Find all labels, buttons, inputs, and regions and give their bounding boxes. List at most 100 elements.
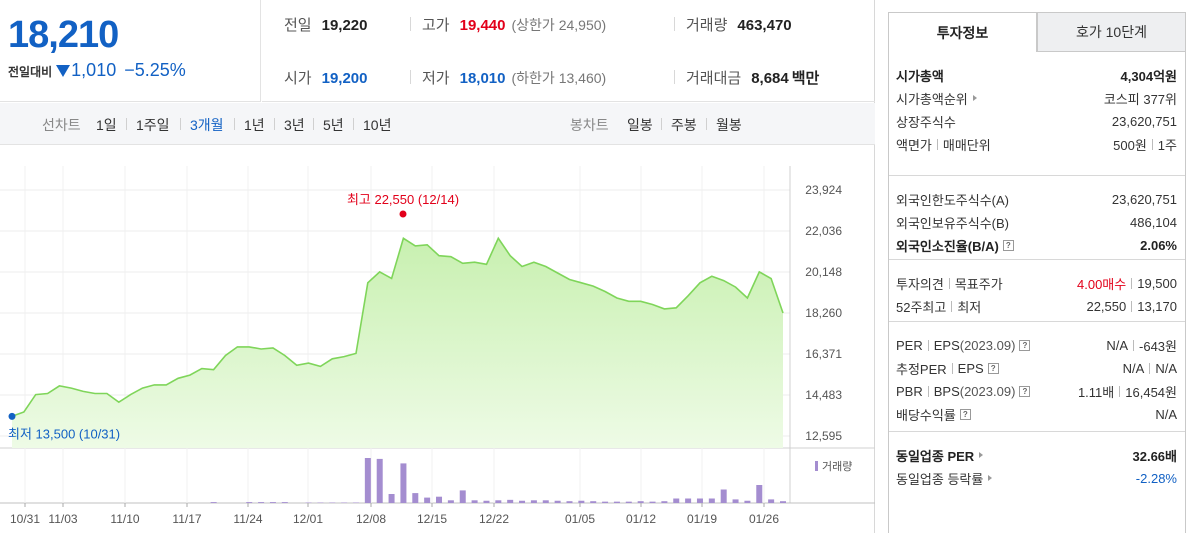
volume-bar	[649, 501, 656, 503]
row-sector-rate[interactable]: 동일업종 등락률 -2.28%	[896, 467, 1177, 489]
divider	[126, 118, 127, 130]
row-label: PER EPS (2023.09)?	[896, 337, 1031, 353]
divider	[1131, 277, 1133, 289]
x-tick-label: 01/19	[687, 512, 717, 526]
label-text: 투자의견	[896, 276, 944, 292]
value-text: 4.00매수	[1077, 276, 1127, 292]
section-sector: 동일업종 PER 32.66배 동일업종 등락률 -2.28%	[889, 432, 1185, 496]
invest-info-table: 시가총액 4,304억원 시가총액순위 코스피 377위 상장주식수 23,62…	[888, 52, 1186, 533]
divider	[706, 118, 707, 130]
value-text: N/A	[1106, 337, 1129, 353]
divider	[1133, 339, 1135, 351]
help-icon[interactable]: ?	[987, 362, 999, 374]
candle-daily[interactable]: 일봉	[627, 117, 653, 133]
row-52week: 52주최고 최저 22,550 13,170	[896, 295, 1177, 317]
period-3y[interactable]: 3년	[284, 117, 305, 133]
info-tabs: 투자정보 호가 10단계	[888, 12, 1186, 52]
label-text: 동일업종 PER	[896, 448, 975, 464]
volume-bar	[447, 500, 454, 503]
period-1y[interactable]: 1년	[244, 117, 265, 133]
section-opinion: 투자의견 목표주가 4.00매수 19,500 52주최고 최저 22,550 13,1…	[889, 260, 1185, 322]
help-icon[interactable]: ?	[1019, 385, 1031, 397]
help-icon[interactable]: ?	[959, 408, 971, 420]
divider	[353, 118, 354, 130]
divider	[234, 118, 235, 130]
label-text: EPS	[933, 337, 960, 353]
arrow-right-icon	[972, 95, 977, 101]
row-label: 동일업종 등락률	[896, 469, 993, 488]
row-foreign-ratio: 외국인소진율(B/A)? 2.06%	[896, 234, 1177, 256]
label-text: PBR	[896, 383, 923, 399]
volume-bar	[258, 502, 265, 503]
chart-panel: 18,210 전일대비 1,010 −5.25% 전일 19,220 고가 19…	[0, 0, 875, 533]
label-text: 액면가	[896, 137, 932, 153]
volume-bar	[376, 458, 383, 503]
volume-bar	[507, 499, 514, 503]
divider	[1149, 362, 1151, 374]
row-value: N/A	[1155, 406, 1177, 422]
volume-bar	[625, 501, 632, 503]
volume-bar	[269, 502, 276, 503]
help-icon[interactable]: ?	[1019, 339, 1031, 351]
price-line	[11, 236, 784, 418]
line-chart-label: 선차트	[42, 117, 81, 133]
value-text: 1주	[1157, 137, 1177, 153]
volume-bar	[673, 498, 680, 503]
divider	[180, 118, 181, 130]
volume-bar	[281, 502, 288, 503]
price-summary: 18,210 전일대비 1,010 −5.25%	[0, 0, 261, 102]
row-sector-per[interactable]: 동일업종 PER 32.66배	[896, 444, 1177, 466]
volume-bar	[696, 498, 703, 503]
volume-bar	[471, 500, 478, 503]
x-tick-label: 12/15	[417, 512, 447, 526]
x-tick-label: 01/12	[626, 512, 656, 526]
tab-order-book[interactable]: 호가 10단계	[1037, 12, 1186, 52]
tab-invest-info[interactable]: 투자정보	[888, 12, 1037, 52]
volume-bar	[519, 500, 526, 503]
row-label: 외국인보유주식수(B)	[896, 215, 1010, 231]
divider	[1119, 385, 1121, 397]
quote-value: 8,684	[751, 70, 789, 87]
volume-bar	[246, 502, 253, 503]
x-tick-label: 12/01	[293, 512, 323, 526]
value-text: N/A	[1155, 360, 1177, 376]
volume-legend-label: 거래량	[822, 460, 852, 473]
quote-label: 전일	[284, 17, 312, 34]
price-area	[12, 238, 783, 448]
label-text: 동일업종 등락률	[896, 471, 984, 487]
row-label: 동일업종 PER	[896, 446, 984, 465]
divider	[936, 138, 938, 150]
row-value: 4,304억원	[1120, 68, 1177, 84]
arrow-right-icon	[979, 452, 984, 458]
label-text: 목표주가	[954, 276, 1003, 292]
help-icon[interactable]: ?	[1002, 239, 1014, 251]
y-tick-label: 14,483	[805, 388, 842, 402]
label-text: 매매단위	[942, 137, 991, 153]
period-1w[interactable]: 1주일	[136, 117, 170, 133]
quote-value: 463,470	[737, 17, 792, 34]
row-market-cap: 시가총액 4,304억원	[896, 64, 1177, 86]
candle-weekly[interactable]: 주봉	[671, 117, 697, 133]
y-tick-label: 22,036	[805, 224, 842, 238]
period-1d[interactable]: 1일	[96, 117, 117, 133]
divider	[661, 118, 662, 130]
period-5y[interactable]: 5년	[323, 117, 344, 133]
volume-bar	[495, 500, 502, 503]
quote-low: 저가 18,010 (하한가 13,460)	[422, 67, 606, 88]
row-market-cap-rank[interactable]: 시가총액순위 코스피 377위	[896, 87, 1177, 109]
candle-monthly[interactable]: 월봉	[716, 117, 742, 133]
value-text: -643원	[1139, 338, 1177, 354]
quote-value: 19,220	[321, 17, 368, 34]
x-tick-label: 11/17	[172, 512, 201, 526]
price-chart[interactable]: 23,924 22,036 20,148 18,260 16,371 14,483 12,5…	[0, 146, 875, 533]
row-value: 500원 1주	[1113, 135, 1177, 154]
label-text: 시가총액순위	[896, 91, 968, 107]
volume-bar	[768, 499, 775, 503]
period-10y[interactable]: 10년	[363, 117, 392, 133]
volume-bar	[613, 501, 620, 503]
volume-bar	[542, 500, 549, 503]
divider	[674, 17, 675, 31]
row-shares: 상장주식수 23,620,751	[896, 110, 1177, 132]
period-3m[interactable]: 3개월	[190, 117, 224, 133]
volume-bar	[708, 498, 715, 503]
